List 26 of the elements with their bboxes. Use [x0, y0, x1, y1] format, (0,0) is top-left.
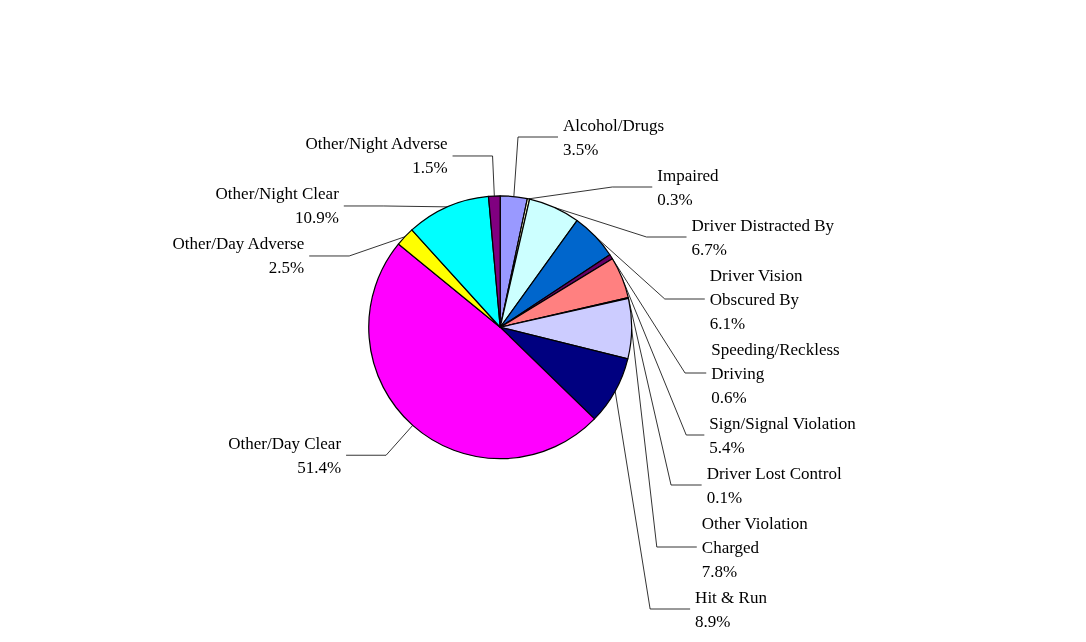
data-label: 0.6%	[711, 387, 747, 407]
slice-label: Sign/Signal Violation	[709, 413, 857, 433]
data-label: 7.8%	[701, 561, 738, 581]
data-label: 6.7%	[691, 239, 727, 259]
slice-label: Speeding/Reckless Driving	[711, 339, 844, 383]
slice-label: Other/Night Clear	[215, 184, 340, 204]
slice-label: Driver Lost Control	[706, 463, 842, 483]
slice-label: Other/Day Clear	[228, 433, 342, 453]
slice-label: Other Violation Charged	[701, 513, 812, 557]
slice-label: Driver Distracted By	[691, 215, 835, 235]
slice-label: Driver Vision Obscured By	[709, 265, 807, 309]
data-label: 8.9%	[695, 611, 731, 631]
slice-label: Other/Night Adverse	[305, 134, 448, 154]
slice-label: Other/Day Adverse	[172, 234, 305, 254]
data-label: 0.1%	[706, 487, 743, 507]
data-label: 2.5%	[268, 258, 305, 278]
slice-label: Alcohol/Drugs	[563, 115, 665, 135]
data-label: 0.3%	[657, 189, 693, 209]
slice-label: Impaired	[657, 165, 720, 185]
data-label: 5.4%	[709, 437, 745, 457]
data-label: 6.1%	[709, 313, 746, 333]
data-label: 51.4%	[297, 457, 342, 477]
data-label: 3.5%	[563, 139, 599, 159]
data-label: 10.9%	[294, 208, 339, 228]
slice-label: Hit & Run	[695, 587, 768, 607]
data-label: 1.5%	[412, 158, 448, 178]
